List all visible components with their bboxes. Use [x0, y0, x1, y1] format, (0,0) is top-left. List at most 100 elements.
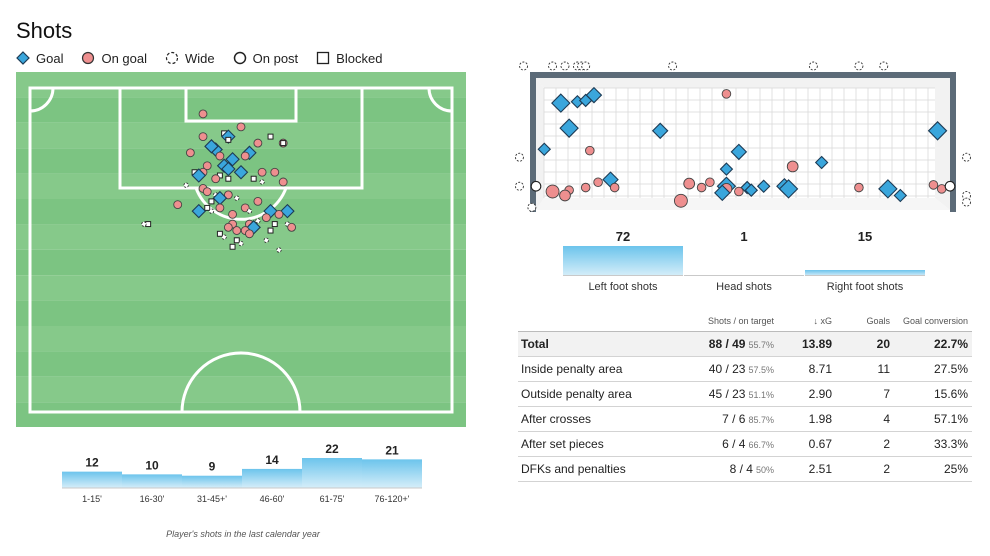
goal-shot-on-goal[interactable]	[928, 180, 939, 190]
pitch-shot-goal[interactable]	[221, 129, 236, 144]
pitch-shot-blocked[interactable]	[225, 175, 232, 182]
pitch-shot-on-goal[interactable]	[270, 167, 280, 177]
pitch-shot-on-goal[interactable]	[278, 177, 288, 187]
goal-shot-wide[interactable]	[548, 61, 558, 71]
pitch-shot-wide[interactable]	[263, 237, 270, 243]
col-goals[interactable]: Goals	[836, 311, 894, 332]
goal-shot-wide[interactable]	[560, 61, 570, 71]
minute-bar[interactable]	[62, 471, 122, 488]
pitch-shot-wide[interactable]	[234, 195, 240, 201]
pitch-shot-blocked[interactable]	[280, 140, 287, 147]
goal-shot-on-goal[interactable]	[721, 89, 732, 99]
goal-shot-wide[interactable]	[668, 61, 678, 71]
pitch-shot-wide[interactable]	[255, 218, 261, 224]
goal-shot-on-goal[interactable]	[559, 189, 571, 202]
pitch-shot-on-goal[interactable]	[198, 132, 208, 142]
pitch-shot-wide[interactable]	[238, 240, 244, 247]
goal-shot-wide[interactable]	[519, 61, 529, 71]
pitch-shot-on-goal[interactable]	[236, 122, 246, 132]
pitch-shot-on-goal[interactable]	[257, 167, 267, 177]
goal-shot-on-goal[interactable]	[673, 193, 688, 208]
legend-item-on-goal[interactable]: On goal	[81, 51, 147, 66]
pitch-shot-goal[interactable]	[233, 164, 249, 180]
col-shots-on-target[interactable]: Shots / on target	[688, 311, 778, 332]
pitch-shot-on-goal[interactable]	[173, 200, 183, 210]
pitch-shot-on-goal[interactable]	[215, 203, 225, 213]
goal-shot-post[interactable]	[530, 180, 542, 192]
pitch-shot-goal[interactable]	[191, 203, 207, 219]
pitch-shot-blocked[interactable]	[208, 198, 215, 205]
goal-shot-goal[interactable]	[537, 142, 552, 157]
goal-shot-on-goal[interactable]	[786, 160, 799, 173]
pitch-shot-blocked[interactable]	[267, 227, 274, 234]
pitch-shot-wide[interactable]	[276, 247, 282, 253]
pitch-shot-on-goal[interactable]	[223, 190, 233, 200]
goal-shot-goal[interactable]	[559, 118, 579, 138]
pitch-shot-on-goal[interactable]	[228, 209, 237, 219]
goal-shot-on-goal[interactable]	[580, 182, 591, 193]
pitch-shot-on-goal[interactable]	[253, 138, 263, 148]
pitch-shot-blocked[interactable]	[271, 221, 278, 228]
pitch-shot-wide[interactable]	[246, 208, 253, 214]
pitch-shot-wide[interactable]	[208, 208, 215, 214]
minute-bar[interactable]	[122, 474, 182, 488]
goal-shot-goal[interactable]	[814, 155, 829, 170]
goal-shot-goal[interactable]	[893, 188, 908, 203]
legend-item-blocked[interactable]: Blocked	[316, 51, 382, 66]
pitch-shot-blocked[interactable]	[233, 237, 240, 244]
goal-shot-on-goal[interactable]	[609, 182, 620, 193]
minute-bar[interactable]	[242, 468, 302, 488]
pitch-shot-on-goal[interactable]	[287, 222, 297, 232]
goal-shot-goal[interactable]	[551, 93, 571, 113]
pitch-shot-on-goal[interactable]	[198, 109, 208, 119]
goal-shot-wide[interactable]	[962, 197, 972, 207]
pitch-shot-blocked[interactable]	[267, 133, 274, 140]
goal-shot-on-goal[interactable]	[683, 177, 696, 190]
goal-shot-post[interactable]	[944, 180, 956, 192]
minute-bar[interactable]	[182, 475, 242, 488]
pitch-shot-goal[interactable]	[221, 161, 236, 177]
pitch-shot-wide[interactable]	[141, 221, 147, 227]
legend-item-goal[interactable]: Goal	[16, 51, 63, 66]
goal-shot-goal[interactable]	[714, 184, 731, 202]
goal-shot-goal[interactable]	[756, 179, 771, 194]
pitch-shot-on-goal[interactable]	[232, 226, 242, 235]
minute-bar[interactable]	[302, 458, 362, 488]
goal-shot-on-goal[interactable]	[696, 182, 707, 193]
goal-shot-wide[interactable]	[962, 152, 972, 162]
pitch-shot-blocked[interactable]	[250, 175, 257, 182]
pitch-shot-goal[interactable]	[225, 152, 240, 167]
goal-shot-goal[interactable]	[585, 86, 603, 104]
goal-shot-wide[interactable]	[527, 202, 537, 212]
pitch-shot-on-goal[interactable]	[215, 151, 225, 161]
pitch-shot-goal[interactable]	[204, 139, 219, 154]
goal-shot-on-goal[interactable]	[585, 145, 595, 156]
pitch-shot-blocked[interactable]	[216, 230, 223, 237]
pitch-shot-on-goal[interactable]	[240, 151, 250, 161]
goal-shot-wide[interactable]	[581, 61, 591, 71]
pitch-shot-goal[interactable]	[191, 168, 207, 183]
pitch-shot-on-goal[interactable]	[274, 209, 284, 219]
goal-shot-on-goal[interactable]	[854, 182, 864, 193]
goal-shot-wide[interactable]	[808, 61, 818, 71]
pitch-shot-on-goal[interactable]	[261, 213, 271, 223]
pitch-shot-blocked[interactable]	[225, 136, 232, 143]
goal-shot-on-goal[interactable]	[545, 184, 560, 199]
pitch-shot-on-goal[interactable]	[202, 161, 212, 171]
pitch-shot-on-goal[interactable]	[253, 196, 263, 206]
pitch-shot-wide[interactable]	[221, 234, 227, 240]
goal-shot-on-goal[interactable]	[734, 186, 744, 197]
goal-shot-goal[interactable]	[878, 179, 898, 199]
pitch-shot-on-goal[interactable]	[245, 229, 254, 239]
goal-shot-wide[interactable]	[879, 61, 889, 71]
pitch-shot-blocked[interactable]	[145, 221, 152, 228]
legend-item-on-post[interactable]: On post	[233, 51, 298, 66]
col-goal-conversion[interactable]: Goal conversion	[894, 311, 972, 332]
pitch-shot-wide[interactable]	[183, 182, 189, 188]
goal-shot-on-goal[interactable]	[593, 177, 603, 188]
goal-shot-wide[interactable]	[854, 61, 864, 71]
goal-shot-on-goal[interactable]	[705, 177, 715, 188]
goal-shot-goal[interactable]	[744, 183, 759, 197]
goal-shot-goal[interactable]	[651, 122, 669, 140]
pitch-shot-goal[interactable]	[280, 203, 295, 219]
